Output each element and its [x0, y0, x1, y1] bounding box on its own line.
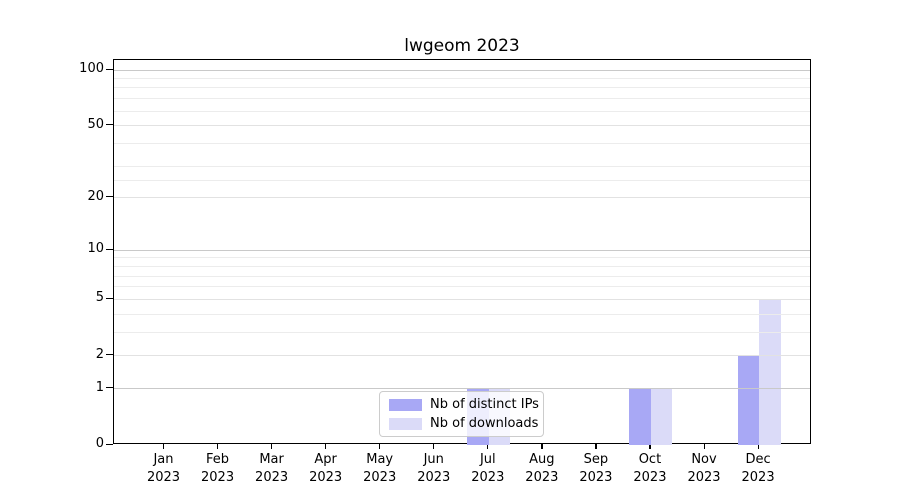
- bar-downloads: [759, 299, 781, 445]
- x-axis-tick: [163, 444, 165, 449]
- legend-label: Nb of downloads: [430, 416, 539, 431]
- year-label: 2023: [471, 469, 505, 485]
- y-axis-tick-label: 5: [95, 290, 104, 306]
- gridline-minor: [114, 313, 810, 315]
- chart-title: lwgeom 2023: [404, 36, 520, 56]
- y-axis-tick-label: 1: [95, 379, 104, 395]
- bar-distinct-ips: [737, 355, 760, 445]
- month-label: Oct: [638, 452, 662, 467]
- y-axis-tick: [106, 68, 113, 70]
- year-label: 2023: [579, 469, 613, 485]
- gridline-minor: [114, 286, 810, 288]
- year-label: 2023: [741, 469, 775, 485]
- x-axis-tick: [217, 444, 219, 449]
- y-axis-tick: [106, 248, 113, 250]
- month-label: Mar: [259, 452, 284, 467]
- gridline-decade: [114, 388, 810, 390]
- x-axis-tick-label: Apr 2023: [294, 451, 358, 486]
- month-label: Dec: [745, 452, 771, 467]
- gridline-decade: [114, 69, 810, 71]
- x-axis-tick-label: Dec 2023: [726, 451, 790, 486]
- year-label: 2023: [309, 469, 343, 485]
- gridline-minor: [114, 110, 810, 112]
- year-label: 2023: [525, 469, 559, 485]
- month-label: Nov: [691, 452, 717, 467]
- gridline-decade: [114, 249, 810, 251]
- x-axis-tick-label: May 2023: [348, 451, 412, 486]
- month-label: Feb: [206, 452, 230, 467]
- year-label: 2023: [146, 469, 181, 485]
- y-axis-tick-label: 20: [87, 188, 104, 204]
- x-axis-tick-label: Oct 2023: [618, 451, 682, 486]
- x-axis-tick-label: Aug 2023: [510, 451, 574, 486]
- legend-swatch-distinct-ips: [389, 398, 422, 411]
- month-label: Apr: [314, 452, 337, 467]
- gridline-minor: [114, 275, 810, 277]
- x-axis-tick: [595, 444, 597, 449]
- year-label: 2023: [363, 469, 397, 485]
- gridline-minor: [114, 142, 810, 144]
- year-label: 2023: [201, 469, 235, 485]
- gridline-major: [114, 197, 810, 199]
- gridline-major: [114, 125, 810, 127]
- x-axis-tick-label: Jul 2023: [456, 451, 520, 486]
- month-label: Sep: [583, 452, 609, 467]
- gridline-minor: [114, 265, 810, 267]
- gridline-minor: [114, 179, 810, 181]
- gridline-major: [114, 355, 810, 357]
- gridline-minor: [114, 78, 810, 80]
- bar-distinct-ips: [629, 388, 651, 445]
- x-axis-tick: [379, 444, 381, 449]
- month-label: May: [366, 452, 394, 467]
- bar-downloads: [650, 388, 673, 445]
- x-axis-tick-label: Jan 2023: [132, 451, 196, 486]
- x-axis-tick: [757, 444, 759, 449]
- year-label: 2023: [633, 469, 667, 485]
- y-axis-tick: [106, 196, 113, 198]
- y-axis-tick-label: 10: [87, 241, 104, 257]
- gridline-minor: [114, 257, 810, 259]
- y-axis-tick: [106, 354, 113, 356]
- x-axis-tick: [541, 444, 543, 449]
- y-axis-tick: [106, 297, 113, 300]
- x-axis-tick: [433, 444, 435, 449]
- y-axis-tick-label: 50: [87, 116, 104, 132]
- x-axis-tick-label: Jun 2023: [402, 451, 466, 486]
- plot-area: [113, 59, 811, 445]
- year-label: 2023: [255, 469, 289, 485]
- x-axis-tick-label: Feb 2023: [186, 451, 250, 486]
- month-label: Jan: [153, 452, 174, 467]
- x-axis-tick: [325, 444, 327, 449]
- x-axis-tick-label: Sep 2023: [564, 451, 628, 486]
- x-axis-tick-label: Nov 2023: [672, 451, 736, 486]
- legend: Nb of distinct IPs Nb of downloads: [379, 391, 544, 437]
- legend-item-downloads: Nb of downloads: [389, 416, 539, 431]
- month-label: Jul: [479, 452, 496, 467]
- y-axis-tick: [106, 124, 113, 126]
- y-axis-tick-label: 0: [95, 436, 104, 451]
- gridline-major: [114, 298, 810, 300]
- y-axis-tick-label: 2: [95, 346, 104, 362]
- x-axis-tick-label: Mar 2023: [240, 451, 304, 486]
- x-axis-tick: [649, 444, 651, 449]
- y-axis-tick: [106, 387, 113, 389]
- legend-label: Nb of distinct IPs: [430, 397, 539, 412]
- year-label: 2023: [687, 469, 721, 485]
- x-axis-tick: [703, 444, 705, 449]
- gridline-minor: [114, 87, 810, 89]
- gridline-minor: [114, 98, 810, 100]
- legend-swatch-downloads: [389, 417, 422, 430]
- gridline-minor: [114, 331, 810, 333]
- month-label: Jun: [423, 452, 444, 467]
- x-axis-tick: [487, 444, 489, 449]
- x-axis-tick: [271, 444, 273, 449]
- gridline-minor: [114, 165, 810, 167]
- year-label: 2023: [417, 469, 451, 485]
- y-axis-tick: [106, 443, 113, 445]
- y-axis-tick-label: 100: [79, 61, 104, 77]
- month-label: Aug: [529, 452, 555, 467]
- legend-item-distinct-ips: Nb of distinct IPs: [389, 397, 539, 412]
